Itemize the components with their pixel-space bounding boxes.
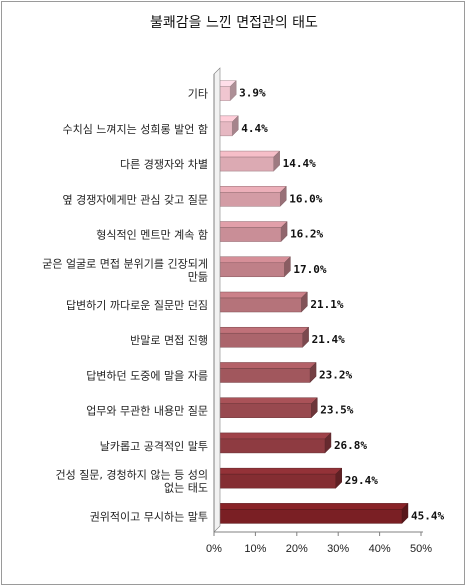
bar (213, 438, 326, 454)
bar (213, 332, 303, 348)
category-label: 기타 (188, 88, 208, 101)
bar-top-face (213, 362, 317, 369)
bar-top-face (213, 256, 291, 264)
bar-top-face (213, 291, 308, 299)
x-tick-label: 10% (244, 543, 266, 555)
bar (213, 297, 302, 313)
bar-top-face (213, 150, 281, 158)
category-label: 굳은 얼굴로 면접 분위기를 긴장되게 만듦 (42, 256, 208, 283)
x-tick-label: 30% (327, 543, 349, 555)
bar (213, 368, 311, 383)
category-label: 답변하던 도중에 말을 자름 (86, 368, 208, 382)
data-label: 29.4% (345, 474, 378, 487)
data-label: 17.0% (293, 263, 326, 276)
bar-top-face (213, 221, 288, 228)
bar (213, 192, 281, 207)
category-label: 반말로 면접 진행 (130, 334, 208, 347)
category-label: 다른 경쟁자와 차별 (120, 158, 208, 171)
x-tick-label: 0% (206, 543, 222, 555)
category-label: 옆 경쟁자에게만 관심 갖고 질문 (62, 193, 208, 206)
bar (213, 156, 274, 172)
bar-top-face (213, 326, 310, 334)
x-tick-label: 20% (286, 543, 308, 555)
data-label: 21.4% (312, 333, 345, 346)
bar-top-face (213, 397, 318, 404)
data-label: 16.2% (290, 228, 323, 241)
category-label: 업무와 무관한 내용만 질문 (86, 405, 208, 418)
bar-top-face (213, 503, 409, 510)
chart-title: 불쾌감을 느낀 면접관의 태도 (150, 15, 318, 31)
bars-group: 3.9% 기타 4.4% 수치심 느껴지는 성희롱 발언 함 14.4% 다른 경쟁자와 … (42, 80, 444, 524)
bar (213, 473, 336, 489)
data-label: 26.8% (334, 439, 367, 452)
category-label: 날카롭고 공격적인 말투 (100, 440, 208, 453)
data-label: 23.5% (320, 404, 353, 417)
data-label: 16.0% (289, 192, 322, 205)
category-label: 수치심 느껴지는 성희롱 발언 함 (62, 123, 208, 136)
bar (213, 262, 285, 278)
bar (213, 509, 403, 524)
data-label: 21.1% (310, 298, 343, 311)
axes-group: 0% 10% 20% 30% 40% 50% (206, 67, 432, 555)
bar (213, 227, 282, 242)
bar-top-face (213, 432, 332, 440)
category-label: 건성 질문, 경청하지 않는 등 성의 없는 태도 (55, 468, 208, 495)
bar-top-face (213, 467, 343, 475)
category-label: 답변하기 까다로운 질문만 던짐 (66, 298, 208, 312)
data-label: 4.4% (241, 122, 268, 135)
data-label: 23.2% (319, 368, 352, 381)
axis-floor (213, 67, 221, 533)
category-label: 형식적인 멘트만 계속 함 (96, 229, 208, 242)
bar (213, 403, 312, 418)
data-label: 45.4% (411, 509, 444, 522)
x-tick-label: 40% (369, 543, 391, 555)
data-label: 14.4% (283, 157, 316, 170)
bar-top-face (213, 186, 287, 193)
x-tick-label: 50% (410, 543, 432, 555)
category-label: 권위적이고 무시하는 말투 (90, 509, 208, 523)
data-label: 3.9% (239, 87, 266, 100)
